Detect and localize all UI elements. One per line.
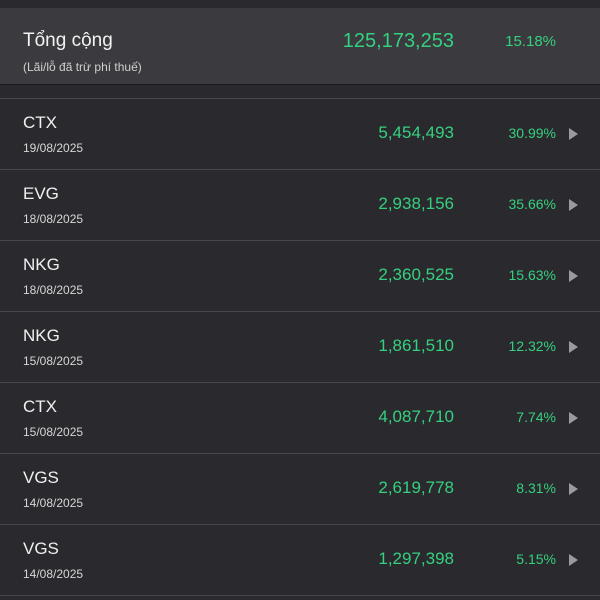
stock-symbol: CTX bbox=[23, 113, 57, 132]
stock-symbol: NKG bbox=[23, 255, 60, 274]
total-value: 125,173,253 bbox=[342, 30, 454, 52]
profit-amount: 2,360,525 bbox=[378, 265, 454, 284]
profit-percent: 35.66% bbox=[508, 196, 556, 212]
profit-amount: 1,297,398 bbox=[378, 549, 454, 568]
profit-amount: 5,454,493 bbox=[378, 123, 454, 142]
chevron-right-icon[interactable] bbox=[569, 483, 578, 495]
profit-percent: 30.99% bbox=[508, 125, 556, 141]
profit-percent: 5.15% bbox=[516, 551, 556, 567]
trade-date: 15/08/2025 bbox=[23, 425, 84, 439]
chevron-right-icon[interactable] bbox=[569, 270, 578, 282]
stock-symbol: CTX bbox=[23, 397, 57, 416]
profit-amount: 2,619,778 bbox=[378, 478, 454, 497]
total-percent: 15.18% bbox=[505, 33, 556, 50]
profit-amount: 1,861,510 bbox=[378, 336, 454, 355]
chevron-right-icon[interactable] bbox=[569, 412, 578, 424]
profit-percent: 7.74% bbox=[516, 409, 556, 425]
stock-symbol: EVG bbox=[23, 184, 59, 203]
profit-percent: 8.31% bbox=[516, 480, 556, 496]
total-title: Tổng cộng bbox=[23, 30, 113, 51]
top-strip bbox=[0, 0, 600, 8]
position-list: CTX 19/08/2025 5,454,493 30.99% EVG 18/0… bbox=[0, 98, 600, 596]
chevron-right-icon[interactable] bbox=[569, 554, 578, 566]
stock-symbol: VGS bbox=[23, 468, 59, 487]
chevron-right-icon[interactable] bbox=[569, 341, 578, 353]
total-note: (Lãi/lỗ đã trừ phí thuế) bbox=[23, 60, 142, 74]
stock-symbol: NKG bbox=[23, 326, 60, 345]
profit-amount: 2,938,156 bbox=[378, 194, 454, 213]
profit-percent: 12.32% bbox=[508, 338, 556, 354]
trade-date: 19/08/2025 bbox=[23, 141, 84, 155]
list-item[interactable]: CTX 19/08/2025 5,454,493 30.99% bbox=[0, 98, 600, 170]
trade-date: 14/08/2025 bbox=[23, 567, 84, 581]
trade-date: 15/08/2025 bbox=[23, 354, 84, 368]
trade-date: 18/08/2025 bbox=[23, 283, 84, 297]
profit-percent: 15.63% bbox=[508, 267, 556, 283]
trade-date: 18/08/2025 bbox=[23, 212, 84, 226]
total-summary: Tổng cộng (Lãi/lỗ đã trừ phí thuế) 125,1… bbox=[0, 8, 600, 85]
list-item[interactable]: NKG 18/08/2025 2,360,525 15.63% bbox=[0, 241, 600, 312]
profit-amount: 4,087,710 bbox=[378, 407, 454, 426]
list-item[interactable]: VGS 14/08/2025 1,297,398 5.15% bbox=[0, 525, 600, 596]
list-item[interactable]: EVG 18/08/2025 2,938,156 35.66% bbox=[0, 170, 600, 241]
list-item[interactable]: VGS 14/08/2025 2,619,778 8.31% bbox=[0, 454, 600, 525]
trade-date: 14/08/2025 bbox=[23, 496, 84, 510]
chevron-right-icon[interactable] bbox=[569, 128, 578, 140]
chevron-right-icon[interactable] bbox=[569, 199, 578, 211]
list-item[interactable]: CTX 15/08/2025 4,087,710 7.74% bbox=[0, 383, 600, 454]
list-item[interactable]: NKG 15/08/2025 1,861,510 12.32% bbox=[0, 312, 600, 383]
stock-symbol: VGS bbox=[23, 539, 59, 558]
